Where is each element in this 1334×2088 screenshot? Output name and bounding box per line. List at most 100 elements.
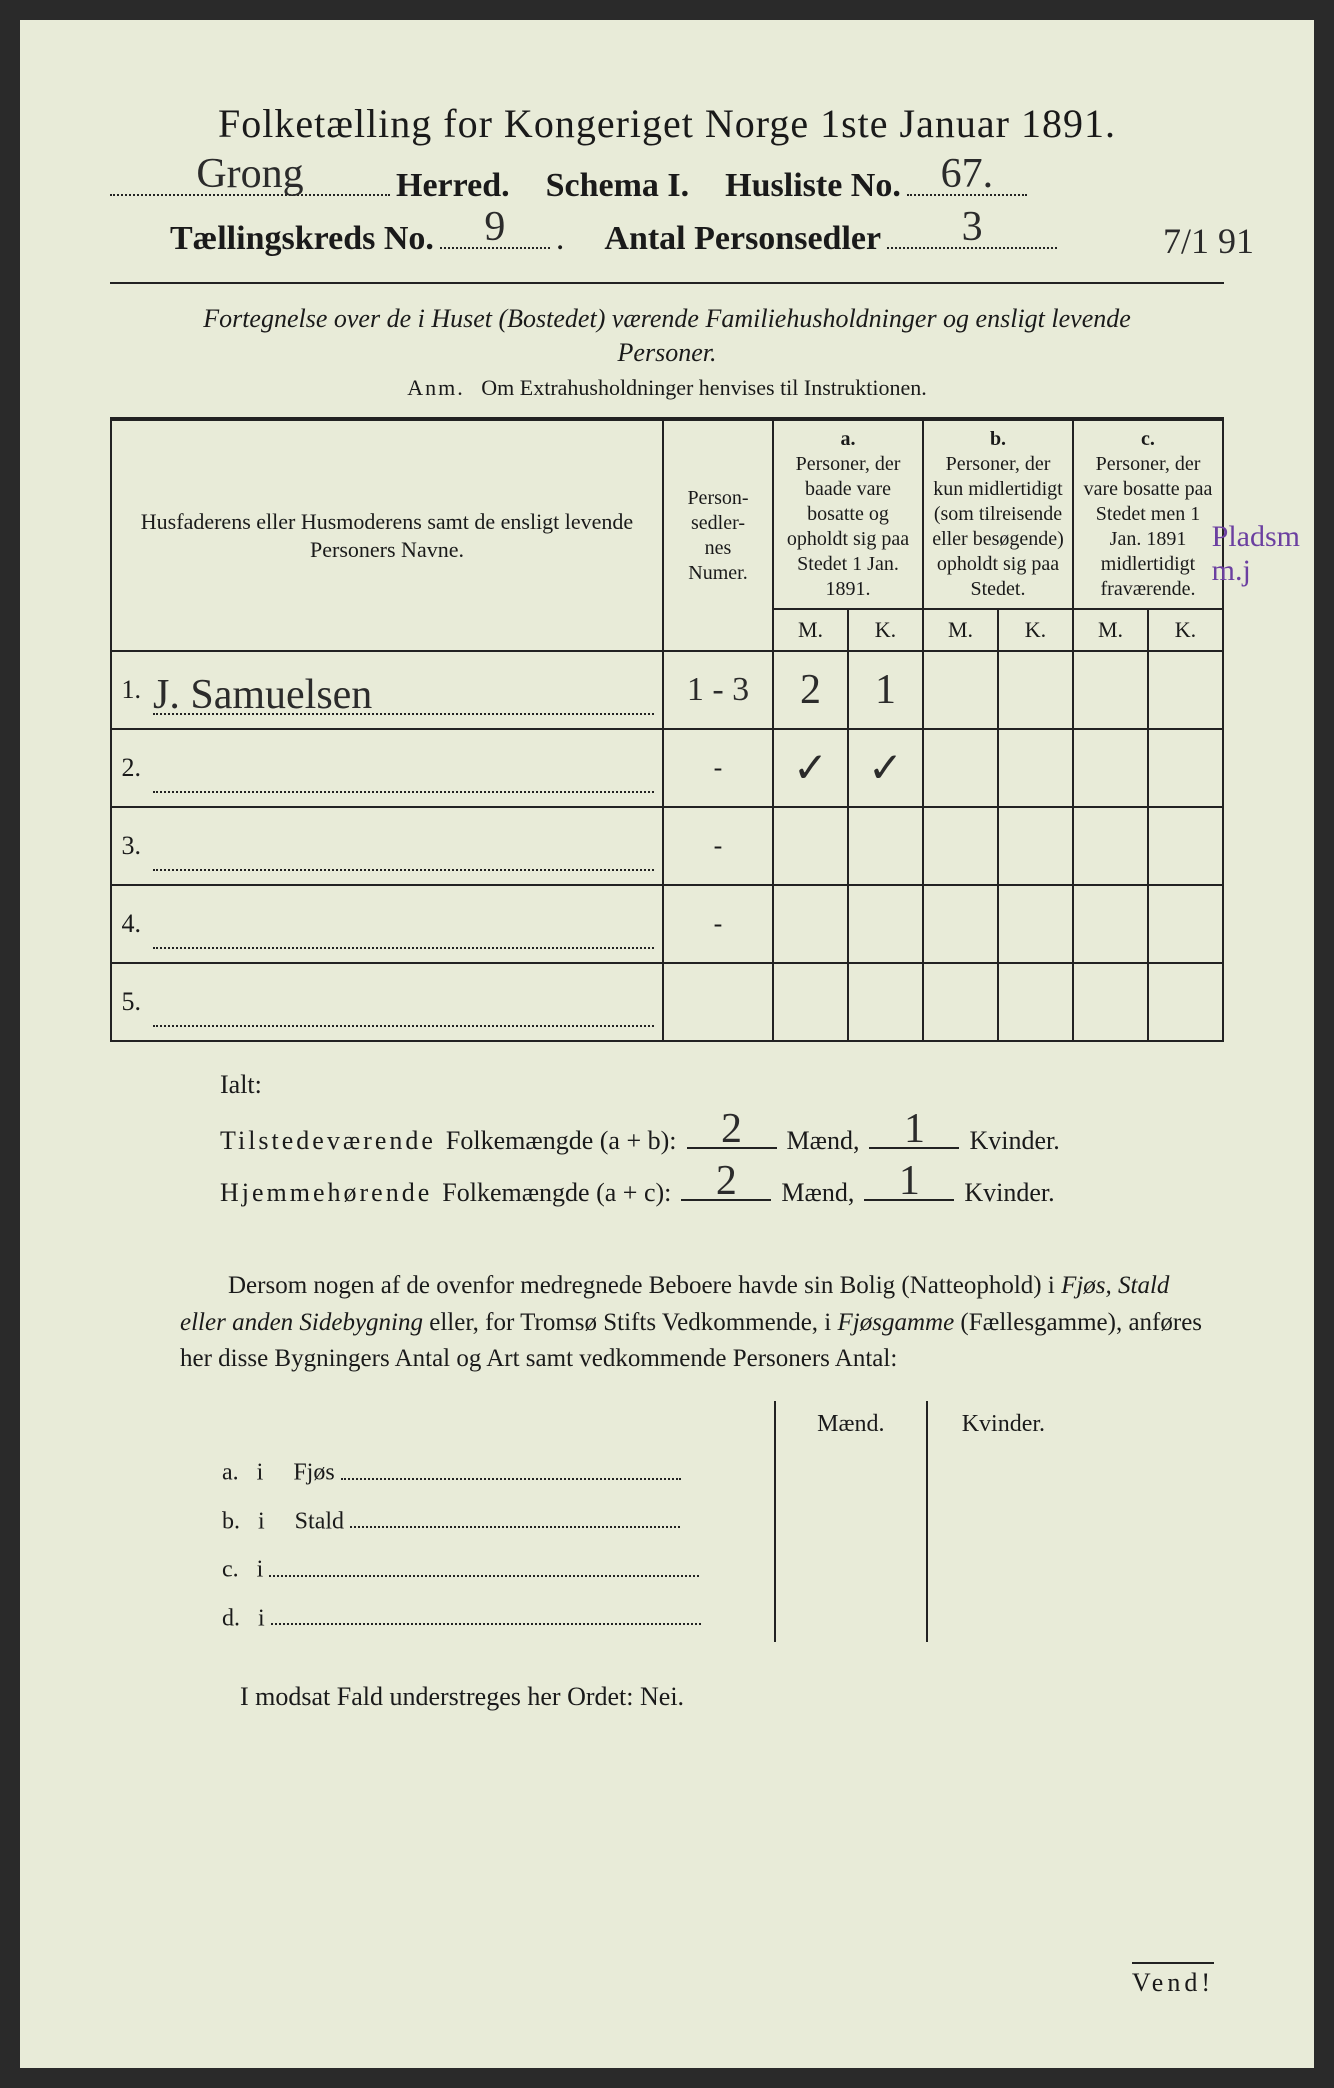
maend-label: Mænd,: [787, 1126, 860, 1156]
out-label: Fjøs: [293, 1460, 334, 1486]
antal-field: 3: [887, 211, 1057, 248]
a-k-cell: ✓: [848, 729, 923, 807]
out-row: d. i: [210, 1594, 1079, 1643]
tilstede-row: Tilstedeværende Folkemængde (a + b): 2 M…: [220, 1118, 1224, 1156]
c-m-cell: [1073, 651, 1148, 729]
col-b-head: b.: [932, 427, 1064, 452]
numer-cell: -: [663, 885, 773, 963]
row-num: 4.: [111, 885, 145, 963]
hjemme-m: 2: [681, 1157, 771, 1205]
col-names: Husfaderens eller Husmoderens samt de en…: [111, 419, 663, 651]
a-m-cell: ✓: [773, 729, 848, 807]
kreds-field: 9: [440, 211, 550, 248]
schema-label: Schema I.: [546, 167, 690, 205]
col-a: a. Personer, der baade vare bosatte og o…: [773, 419, 923, 609]
outbuildings-table: Mænd. Kvinder. a. i Fjøs b. i Stald: [210, 1401, 1079, 1642]
out-i: i: [258, 1508, 265, 1534]
totals-block: Ialt: Tilstedeværende Folkemængde (a + b…: [220, 1070, 1224, 1208]
col-numer: Person- sedler- nes Numer.: [663, 419, 773, 651]
out-maend-head: Mænd.: [775, 1401, 927, 1448]
b-m-cell: [923, 729, 998, 807]
numer-cell: -: [663, 729, 773, 807]
out-row: c. i: [210, 1545, 1079, 1594]
name-cell: [145, 807, 663, 885]
name-cell: [145, 885, 663, 963]
herred-value: Grong: [110, 150, 390, 198]
row-num: 5.: [111, 963, 145, 1041]
col-b-text: Personer, der kun midlertidigt (som tilr…: [932, 452, 1064, 602]
table-row: 2. - ✓ ✓: [111, 729, 1223, 807]
col-c-m: M.: [1073, 609, 1148, 651]
page-title: Folketælling for Kongeriget Norge 1ste J…: [110, 100, 1224, 147]
intro-text: Fortegnelse over de i Huset (Bostedet) v…: [177, 302, 1157, 370]
tilstede-label-b: Folkemængde (a + b):: [446, 1126, 677, 1156]
tilstede-label-a: Tilstedeværende: [220, 1126, 436, 1156]
col-c-head: c.: [1082, 427, 1214, 452]
husliste-field: 67.: [907, 159, 1027, 196]
a-k-cell: 1: [848, 651, 923, 729]
header-row-1: Grong Herred. Schema I. Husliste No. 67.: [110, 159, 1224, 205]
b-k-cell: [998, 729, 1073, 807]
herred-field: Grong: [110, 159, 390, 196]
nei-line: I modsat Fald understreges her Ordet: Ne…: [240, 1682, 1224, 1712]
table-row: 1. J. Samuelsen 1 - 3 2 1: [111, 651, 1223, 729]
household-table: Husfaderens eller Husmoderens samt de en…: [110, 417, 1224, 1042]
tilstede-m-field: 2: [687, 1118, 777, 1149]
out-i: i: [257, 1557, 264, 1583]
out-row: b. i Stald: [210, 1497, 1079, 1546]
c-m-cell: [1073, 729, 1148, 807]
row-num: 3.: [111, 807, 145, 885]
b-k-cell: [998, 651, 1073, 729]
numer-cell: [663, 963, 773, 1041]
corner-annotation: 7/1 91: [1163, 220, 1254, 262]
maend-label: Mænd,: [781, 1178, 854, 1208]
name-cell: [145, 729, 663, 807]
para-pre: Dersom nogen af de ovenfor medregnede Be…: [228, 1272, 1061, 1299]
col-b-k: K.: [998, 609, 1073, 651]
out-key: b.: [222, 1508, 240, 1534]
out-kvinder-head: Kvinder.: [927, 1401, 1079, 1448]
out-key: c.: [222, 1557, 239, 1583]
table-row: 3. -: [111, 807, 1223, 885]
col-a-head: a.: [782, 427, 914, 452]
name-cell: J. Samuelsen: [145, 651, 663, 729]
hjemme-m-field: 2: [681, 1170, 771, 1201]
hjemme-k-field: 1: [864, 1170, 954, 1201]
kvinder-label: Kvinder.: [969, 1126, 1059, 1156]
anm-prefix: Anm.: [407, 375, 465, 400]
col-a-text: Personer, der baade vare bosatte og opho…: [782, 452, 914, 602]
col-a-k: K.: [848, 609, 923, 651]
tilstede-k: 1: [869, 1105, 959, 1153]
kreds-label: Tællingskreds No.: [170, 220, 434, 258]
tilstede-m: 2: [687, 1105, 777, 1153]
row-num: 2.: [111, 729, 145, 807]
col-b-m: M.: [923, 609, 998, 651]
census-form-page: Folketælling for Kongeriget Norge 1ste J…: [20, 20, 1314, 2068]
hjemme-row: Hjemmehørende Folkemængde (a + c): 2 Mæn…: [220, 1170, 1224, 1208]
hjemme-k: 1: [864, 1157, 954, 1205]
numer-cell: -: [663, 807, 773, 885]
tilstede-k-field: 1: [869, 1118, 959, 1149]
divider: [110, 282, 1224, 284]
kvinder-label: Kvinder.: [964, 1178, 1054, 1208]
a-m-cell: 2: [773, 651, 848, 729]
anm-line: Anm. Om Extrahusholdninger henvises til …: [110, 375, 1224, 401]
anm-text: Om Extrahusholdninger henvises til Instr…: [481, 375, 926, 400]
col-a-m: M.: [773, 609, 848, 651]
name-value: J. Samuelsen: [153, 671, 654, 719]
para-it2: Fjøsgamme: [838, 1309, 955, 1336]
table-row: 5.: [111, 963, 1223, 1041]
ialt-label: Ialt:: [220, 1070, 1224, 1100]
out-key: a.: [222, 1460, 239, 1486]
margin-note: Pladsm m.j: [1212, 520, 1300, 588]
out-i: i: [257, 1460, 264, 1486]
outbuildings-paragraph: Dersom nogen af de ovenfor medregnede Be…: [180, 1268, 1214, 1377]
row-num: 1.: [111, 651, 145, 729]
c-k-cell: [1148, 729, 1223, 807]
husliste-label: Husliste No.: [725, 167, 901, 205]
table-row: 4. -: [111, 885, 1223, 963]
out-label: Stald: [295, 1508, 344, 1534]
c-k-cell: [1148, 651, 1223, 729]
para-mid: eller, for Tromsø Stifts Vedkommende, i: [429, 1309, 837, 1336]
out-row: a. i Fjøs: [210, 1448, 1079, 1497]
